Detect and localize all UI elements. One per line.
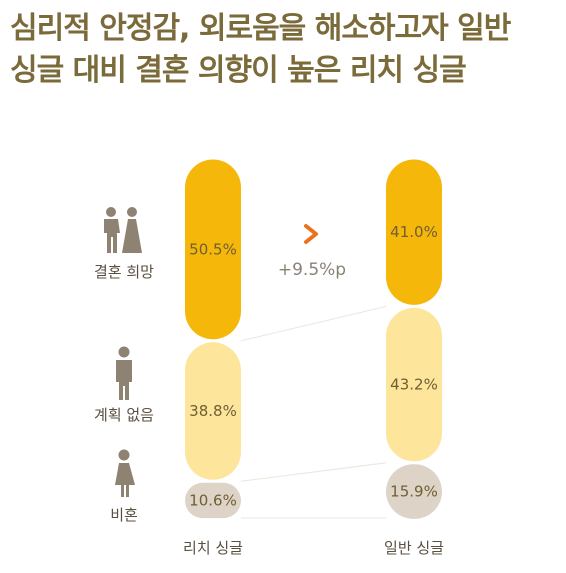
data-label-rich-single-non-marriage: 10.6% xyxy=(189,491,237,509)
legend-label-non-marriage: 비혼 xyxy=(110,506,138,524)
segment-labels: 50.5% 38.8% 10.6% 41.0% 43.2% 15.9% xyxy=(189,223,438,509)
woman-icon xyxy=(115,449,135,497)
bar-rich-single-marriage xyxy=(185,159,241,340)
title-line-2: 싱글 대비 결혼 의향이 높은 리치 싱글 xyxy=(10,53,467,88)
bar-general-single-non-marriage xyxy=(386,464,442,519)
bar-rich-single-no-plan xyxy=(185,342,241,480)
data-label-rich-single-marriage: 50.5% xyxy=(189,240,237,258)
data-label-general-single-no-plan: 43.2% xyxy=(390,376,438,394)
legend-label-no-plan: 계획 없음 xyxy=(94,406,154,424)
bar-rich-single-non-marriage xyxy=(185,482,241,519)
chart-title: 심리적 안정감, 외로움을 해소하고자 일반 싱글 대비 결혼 의향이 높은 리… xyxy=(10,8,560,92)
data-label-rich-single-no-plan: 38.8% xyxy=(189,402,237,420)
title-line-1: 심리적 안정감, 외로움을 해소하고자 일반 xyxy=(10,11,511,46)
wedding-couple-icon xyxy=(104,207,142,253)
bars xyxy=(185,159,442,519)
difference-annotation: +9.5%p xyxy=(278,260,346,280)
data-label-general-single-marriage: 41.0% xyxy=(390,223,438,241)
bar-general-single-marriage xyxy=(386,159,442,305)
chevron-right-icon xyxy=(304,224,318,244)
legend-label-marriage: 결혼 희망 xyxy=(94,263,154,281)
man-icon xyxy=(116,346,132,400)
connector-line xyxy=(240,462,387,482)
connector-lines xyxy=(240,305,387,519)
category-label-general-single: 일반 싱글 xyxy=(384,539,444,557)
connector-line xyxy=(240,305,387,342)
category-label-rich-single: 리치 싱글 xyxy=(183,539,243,557)
bar-general-single-no-plan xyxy=(386,307,442,462)
data-label-general-single-non-marriage: 15.9% xyxy=(390,483,438,501)
